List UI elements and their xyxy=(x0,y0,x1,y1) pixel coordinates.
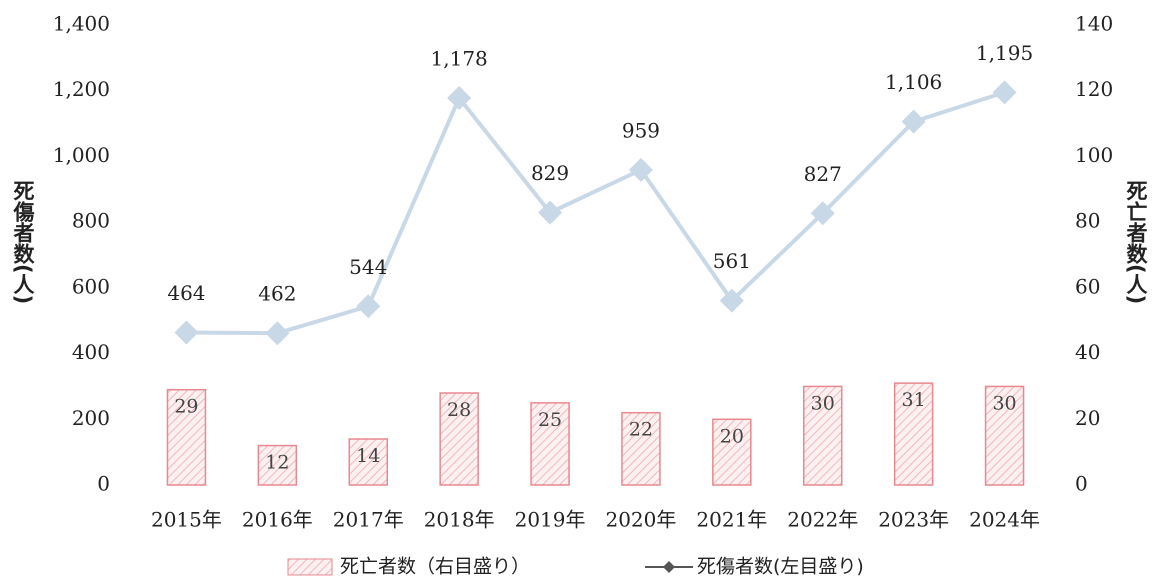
y-tick-label: 1,400 xyxy=(53,12,110,36)
bar xyxy=(803,385,843,486)
bar-value-label: 29 xyxy=(174,396,198,418)
bar xyxy=(893,382,934,486)
bar xyxy=(621,411,661,486)
bar xyxy=(712,418,752,486)
y-tick-label: 1,200 xyxy=(53,77,110,101)
legend-label: 死傷者数(左目盛り) xyxy=(697,556,864,578)
line-value-label: 462 xyxy=(258,282,296,306)
bar xyxy=(348,438,388,486)
marker xyxy=(719,288,744,313)
line-value-label: 464 xyxy=(167,281,205,305)
marker xyxy=(174,320,199,345)
y2-tick-label: 0 xyxy=(1075,472,1088,496)
marker xyxy=(447,85,472,110)
y2-tick-label: 140 xyxy=(1075,12,1113,36)
bar-value-label: 28 xyxy=(447,399,471,421)
marker xyxy=(356,294,381,319)
line-value-label: 959 xyxy=(622,118,660,142)
y-tick-label: 800 xyxy=(72,209,110,233)
marker xyxy=(628,157,653,182)
bar-value-label: 30 xyxy=(992,392,1016,414)
y2-axis-title: 死亡者数(人) xyxy=(1124,180,1148,304)
marker xyxy=(810,201,835,226)
legend-swatch xyxy=(287,558,333,576)
y2-tick-label: 120 xyxy=(1075,77,1113,101)
legend-swatch xyxy=(663,561,675,573)
line-value-label: 1,106 xyxy=(885,70,942,94)
bar xyxy=(439,392,479,486)
bar-value-label: 22 xyxy=(629,419,653,441)
x-tick-label: 2018年 xyxy=(424,508,495,532)
x-tick-label: 2015年 xyxy=(151,508,222,532)
bar xyxy=(530,402,570,486)
y-tick-label: 200 xyxy=(72,406,110,430)
y2-tick-label: 100 xyxy=(1075,143,1113,167)
line-value-label: 829 xyxy=(531,161,569,185)
y-tick-label: 600 xyxy=(72,274,110,298)
marker xyxy=(901,109,926,134)
line xyxy=(186,90,1006,336)
bar xyxy=(257,444,298,486)
bar-value-label: 12 xyxy=(265,452,289,474)
bar xyxy=(984,385,1025,486)
y2-tick-label: 40 xyxy=(1075,340,1100,364)
line-value-label: 544 xyxy=(349,255,387,279)
y-tick-label: 400 xyxy=(72,340,110,364)
line-value-label: 1,195 xyxy=(976,41,1033,65)
line-value-label: 561 xyxy=(713,249,751,273)
y2-tick-label: 20 xyxy=(1075,406,1100,430)
line-value-label: 1,178 xyxy=(431,46,488,70)
x-tick-label: 2022年 xyxy=(787,508,858,532)
legend-label: 死亡者数（右目盛り） xyxy=(340,556,530,578)
x-tick-label: 2024年 xyxy=(969,508,1040,532)
bar-value-label: 31 xyxy=(902,389,926,411)
y2-tick-label: 80 xyxy=(1075,209,1100,233)
bar-value-label: 25 xyxy=(538,409,562,431)
bar-value-label: 14 xyxy=(356,445,380,467)
y-axis-title: 死傷者数(人) xyxy=(11,180,36,304)
line-value-label: 827 xyxy=(804,162,842,186)
bar-value-label: 30 xyxy=(811,392,835,414)
x-tick-label: 2019年 xyxy=(515,508,586,532)
marker xyxy=(265,321,290,346)
marker xyxy=(538,200,563,225)
x-tick-label: 2023年 xyxy=(878,508,949,532)
y-tick-label: 0 xyxy=(97,472,110,496)
marker xyxy=(992,80,1017,105)
x-tick-label: 2020年 xyxy=(605,508,676,532)
bar xyxy=(166,388,207,486)
bar-value-label: 20 xyxy=(720,425,744,447)
x-tick-label: 2021年 xyxy=(696,508,767,532)
y-tick-label: 1,000 xyxy=(53,143,110,167)
y2-tick-label: 60 xyxy=(1075,274,1100,298)
x-tick-label: 2016年 xyxy=(242,508,313,532)
x-tick-label: 2017年 xyxy=(333,508,404,532)
